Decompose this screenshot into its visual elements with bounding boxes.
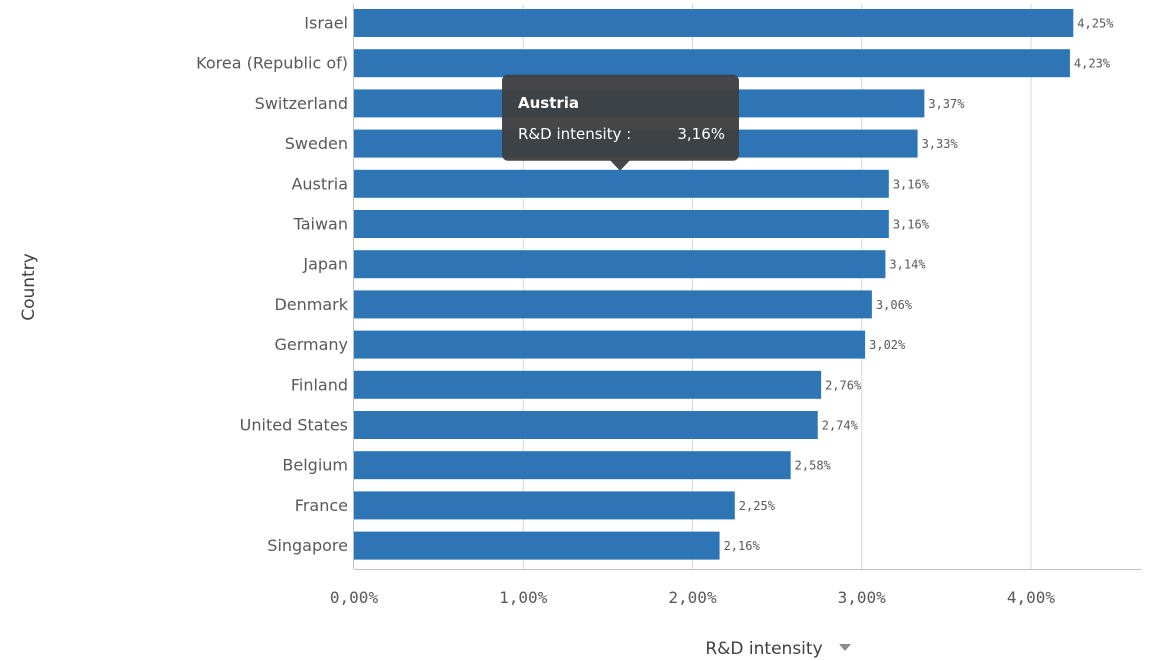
category-label-finland: Finland: [291, 375, 348, 394]
category-label-united-states: United States: [240, 416, 348, 435]
value-label-germany: 3,02%: [869, 338, 906, 352]
x-axis: [353, 4, 1141, 570]
category-labels: Israel Korea (Republic of) Switzerland Swed…: [196, 14, 349, 556]
value-label-finland: 2,76%: [825, 378, 862, 392]
value-label-united-states: 2,74%: [822, 419, 859, 433]
x-axis-dropdown-icon[interactable]: [839, 644, 851, 651]
x-axis-title: R&D intensity: [705, 639, 822, 659]
category-label-japan: Japan: [302, 255, 348, 274]
value-label-singapore: 2,16%: [724, 539, 761, 553]
tooltip: Austria R&D intensity : 3,16%: [502, 74, 739, 171]
category-label-sweden: Sweden: [285, 134, 348, 153]
category-label-austria: Austria: [291, 174, 348, 193]
bar-taiwan[interactable]: [354, 210, 889, 238]
value-labels: 4,25% 4,23% 3,37% 3,33% 3,16% 3,16% 3,14% 3,06%…: [724, 17, 1115, 554]
category-label-taiwan: Taiwan: [293, 215, 348, 234]
bar-finland[interactable]: [354, 370, 822, 399]
x-tick-labels: 0,00% 1,00% 2,00% 3,00% 4,00%: [330, 588, 1056, 607]
tooltip-title: Austria: [518, 94, 579, 112]
bar-germany[interactable]: [354, 330, 866, 359]
bar-israel[interactable]: [354, 9, 1074, 37]
category-label-switzerland: Switzerland: [255, 94, 348, 113]
value-label-france: 2,25%: [739, 499, 776, 513]
bar-japan[interactable]: [354, 250, 886, 279]
category-label-france: France: [295, 496, 348, 515]
x-tick-label-3: 3,00%: [838, 588, 887, 607]
value-label-sweden: 3,33%: [922, 137, 959, 151]
category-label-denmark: Denmark: [274, 295, 348, 314]
value-label-korea-republic-of: 4,23%: [1074, 57, 1111, 71]
value-label-austria: 3,16%: [893, 177, 930, 191]
x-axis-title-group[interactable]: R&D intensity: [705, 639, 851, 659]
tooltip-value: 3,16%: [677, 125, 725, 143]
value-label-israel: 4,25%: [1077, 17, 1114, 31]
tooltip-pointer: [610, 160, 630, 171]
value-label-switzerland: 3,37%: [928, 97, 965, 111]
x-tick-label-0: 0,00%: [330, 588, 379, 607]
bar-belgium[interactable]: [354, 451, 791, 480]
category-label-israel: Israel: [304, 14, 348, 33]
tooltip-label: R&D intensity :: [518, 125, 631, 143]
bar-korea-republic-of[interactable]: [354, 49, 1070, 78]
x-tick-label-2: 2,00%: [668, 588, 717, 607]
x-tick-label-1: 1,00%: [499, 588, 548, 607]
tooltip-box: [502, 74, 739, 161]
bar-france[interactable]: [354, 491, 735, 520]
category-label-korea-republic-of: Korea (Republic of): [196, 54, 348, 73]
value-label-denmark: 3,06%: [876, 298, 913, 312]
category-label-singapore: Singapore: [267, 536, 348, 555]
value-label-belgium: 2,58%: [795, 459, 832, 473]
value-label-taiwan: 3,16%: [893, 218, 930, 232]
y-axis-title: Country: [19, 253, 39, 321]
category-label-belgium: Belgium: [282, 456, 348, 475]
bar-singapore[interactable]: [354, 531, 720, 560]
bar-austria[interactable]: [354, 169, 889, 198]
category-label-germany: Germany: [274, 335, 348, 354]
value-label-japan: 3,14%: [889, 258, 926, 272]
bar-denmark[interactable]: [354, 290, 872, 319]
x-tick-label-4: 4,00%: [1007, 588, 1056, 607]
bar-united-states[interactable]: [354, 411, 818, 439]
